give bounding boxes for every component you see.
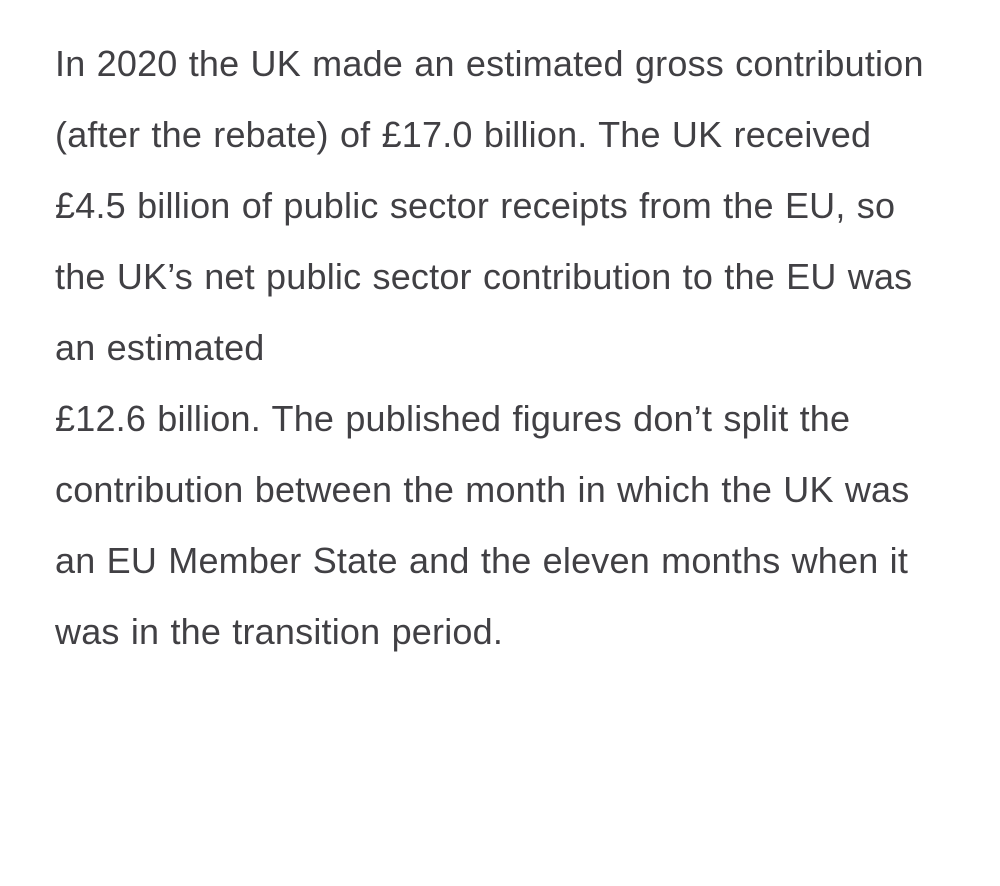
article-body: In 2020 the UK made an estimated gross c… xyxy=(55,28,952,667)
paragraph-part-2: £12.6 billion. The published figures don… xyxy=(55,398,910,652)
paragraph-part-1: In 2020 the UK made an estimated gross c… xyxy=(55,43,924,368)
paragraph-text: In 2020 the UK made an estimated gross c… xyxy=(55,28,952,667)
